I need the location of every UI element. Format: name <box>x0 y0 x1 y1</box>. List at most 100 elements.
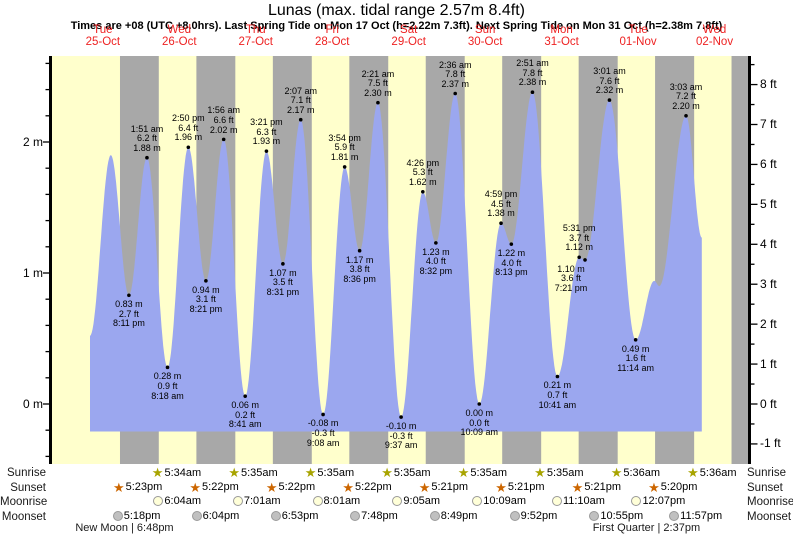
sunrise-entry: ★ 5:35am <box>534 466 583 479</box>
sunrise-entry: ★ 5:35am <box>228 466 277 479</box>
sunset-row-label-left: Sunset <box>10 481 46 494</box>
day-label: Fri <box>325 24 339 36</box>
sunrise-time: 5:36am <box>699 466 737 479</box>
tide-event-dot <box>243 394 247 398</box>
sunset-time: 5:20pm <box>660 481 698 493</box>
moonset-entry: 8:49pm <box>429 510 477 522</box>
tide-event-dot <box>583 258 587 262</box>
moonset-time: 7:48pm <box>361 509 398 522</box>
tide-event-dot <box>453 91 458 96</box>
tide-annotation-low: 1.07 m 3.5 ft 8:31 pm <box>266 267 300 298</box>
tide-event-dot <box>145 155 149 160</box>
tide-event-dot <box>684 114 688 118</box>
moonset-icon <box>270 510 281 521</box>
sunrise-entry: ★ 5:35am <box>381 466 430 479</box>
tide-event-dot <box>221 137 226 142</box>
tide-annotation-low: 1.10 m 3.6 ft 7:21 pm <box>554 263 588 294</box>
moonrise-entry: 6:04am <box>153 495 201 507</box>
date-label: 26-Oct <box>162 36 197 48</box>
sunset-row-label-right: Sunset <box>747 481 783 494</box>
sunrise-row-label-left: Sunrise <box>7 467 46 479</box>
sunrise-row-label-right: Sunrise <box>747 467 786 479</box>
moonrise-entry: 7:01am <box>232 495 281 507</box>
moonrise-time: 7:01am <box>243 495 281 507</box>
sunrise-star-icon: ★ <box>687 465 699 480</box>
y-axis-label-right: 4 ft <box>760 236 777 251</box>
tide-annotation-low: 0.00 m 0.0 ft 10:09 am <box>460 408 499 438</box>
moonrise-entry: 10:09am <box>472 495 526 507</box>
tide-annotation-low: 1.17 m 3.8 ft 8:36 pm <box>343 254 376 284</box>
moonset-row-label-left: Moonset <box>1 510 46 523</box>
tide-event-dot <box>342 165 347 169</box>
tide-annotation-high: 2:07 am 7.1 ft 2.17 m <box>284 85 317 115</box>
tide-annotation-low: 0.83 m 2.7 ft 8:11 pm <box>112 299 145 329</box>
date-label: 02-Nov <box>695 36 734 48</box>
sunrise-star-icon: ★ <box>381 465 393 480</box>
day-label: Mon <box>550 24 573 36</box>
sunrise-star-icon: ★ <box>304 465 317 480</box>
day-label: Wed <box>167 24 192 36</box>
day-label: Thu <box>245 24 266 36</box>
sunrise-time: 5:35am <box>240 466 278 479</box>
page-title: Lunas (max. tidal range 2.57m 8.4ft) <box>267 2 526 19</box>
day-label: Sat <box>400 24 418 36</box>
moonset-entry: 6:04pm <box>191 510 239 522</box>
moonrise-time: 12:07pm <box>642 495 686 507</box>
sunset-entry: ★ 5:22pm <box>189 481 238 494</box>
tide-annotation-low: 1.23 m 4.0 ft 8:32 pm <box>419 246 453 277</box>
page-subtitle: Times are +08 (UTC +8.0hrs). Last Spring… <box>70 20 723 32</box>
tide-event-dot <box>281 262 285 266</box>
moonset-entry: 11:57pm <box>669 510 722 522</box>
tide-annotation-low: 0.49 m 1.6 ft 11:14 am <box>617 343 655 373</box>
tide-annotation-high: 1:56 am 6.6 ft 2.02 m <box>207 105 240 135</box>
sunrise-time: 5:35am <box>393 466 431 479</box>
tide-annotation-low: 0.28 m 0.9 ft 8:18 am <box>151 371 184 401</box>
tide-annotation-high: 3:03 am 7.2 ft 2.20 m <box>669 81 703 111</box>
sunrise-time: 5:35am <box>546 466 584 479</box>
tide-event-dot <box>607 98 612 102</box>
y-axis-right <box>748 56 751 464</box>
tide-event-dot <box>321 412 325 417</box>
y-axis-label-right: 2 ft <box>760 316 777 331</box>
day-label: Tue <box>628 24 648 36</box>
moonset-time: 10:55pm <box>600 509 644 522</box>
sunset-star-icon: ★ <box>342 479 354 495</box>
sunset-star-icon: ★ <box>189 479 202 495</box>
tide-event-dot <box>509 242 514 246</box>
moonrise-icon <box>153 496 164 506</box>
tide-event-dot <box>577 255 581 260</box>
moonrise-icon <box>631 496 642 506</box>
date-label: 01-Nov <box>619 36 657 48</box>
tide-event-dot <box>204 279 208 283</box>
tide-event-dot <box>499 221 503 226</box>
sunrise-star-icon: ★ <box>457 465 470 480</box>
tide-annotation-low: -0.08 m -0.3 ft 9:08 am <box>306 418 340 448</box>
sunset-entry: ★ 5:22pm <box>266 481 315 494</box>
y-axis-label-right: 7 ft <box>760 116 777 131</box>
moonrise-entry: 11:10am <box>551 495 605 507</box>
tide-annotation-low: 0.06 m 0.2 ft 8:41 am <box>228 400 262 430</box>
moonset-icon <box>350 510 361 521</box>
tide-annotation-high: 2:36 am 7.8 ft 2.37 m <box>438 59 472 89</box>
tide-event-dot <box>421 189 425 194</box>
moonset-icon <box>191 510 202 521</box>
tide-annotation-low: 0.21 m 0.7 ft 10:41 am <box>538 380 577 410</box>
sunset-entry: ★ 5:23pm <box>113 481 162 494</box>
sunrise-star-icon: ★ <box>151 465 164 480</box>
tide-event-dot <box>530 90 535 95</box>
tide-annotation-low: 1.22 m 4.0 ft 8:13 pm <box>495 248 528 278</box>
night-band <box>731 56 748 464</box>
sunset-entry: ★ 5:22pm <box>342 481 391 494</box>
tide-event-dot <box>357 248 362 253</box>
moonrise-time: 11:10am <box>562 495 605 507</box>
sunrise-star-icon: ★ <box>228 465 240 480</box>
tide-annotation-high: 3:54 pm 5.9 ft 1.81 m <box>328 132 361 163</box>
sunset-time: 5:21pm <box>431 481 469 493</box>
moonset-entry: 9:52pm <box>509 510 557 522</box>
tide-event-dot <box>477 402 482 406</box>
moon-phase-label: First Quarter | 2:37pm <box>592 522 701 534</box>
sunset-time: 5:21pm <box>507 481 545 493</box>
sunset-entry: ★ 5:21pm <box>419 481 468 494</box>
sunrise-entry: ★ 5:34am <box>152 466 201 479</box>
